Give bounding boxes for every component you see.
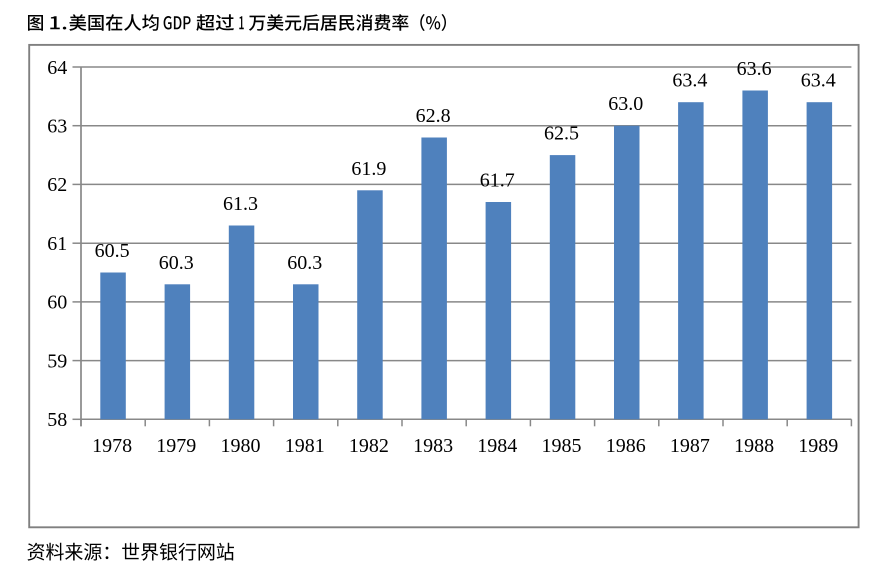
- svg-text:61.3: 61.3: [223, 193, 258, 215]
- svg-text:1989: 1989: [798, 435, 838, 457]
- svg-text:1984: 1984: [477, 435, 517, 457]
- svg-text:60.3: 60.3: [287, 252, 322, 274]
- svg-text:61.9: 61.9: [351, 158, 386, 180]
- svg-text:64: 64: [47, 57, 67, 79]
- svg-text:1987: 1987: [670, 435, 710, 457]
- svg-text:59: 59: [47, 350, 67, 372]
- svg-text:1978: 1978: [92, 435, 132, 457]
- svg-text:63.0: 63.0: [608, 93, 643, 115]
- svg-text:63.6: 63.6: [737, 58, 772, 80]
- svg-text:1983: 1983: [413, 435, 453, 457]
- svg-text:63.4: 63.4: [801, 70, 836, 92]
- svg-text:62: 62: [47, 174, 67, 196]
- svg-text:1981: 1981: [285, 435, 325, 457]
- svg-text:1986: 1986: [606, 435, 646, 457]
- svg-text:1982: 1982: [349, 435, 389, 457]
- svg-text:60.3: 60.3: [159, 252, 194, 274]
- svg-text:1979: 1979: [156, 435, 196, 457]
- svg-text:62.5: 62.5: [544, 123, 579, 145]
- svg-text:61.7: 61.7: [480, 170, 515, 192]
- svg-text:63: 63: [47, 116, 67, 138]
- svg-text:60: 60: [47, 292, 67, 314]
- svg-text:62.8: 62.8: [416, 105, 451, 127]
- svg-text:61: 61: [47, 233, 67, 255]
- svg-text:63.4: 63.4: [672, 70, 707, 92]
- svg-text:1980: 1980: [221, 435, 261, 457]
- svg-text:1985: 1985: [542, 435, 582, 457]
- svg-text:1988: 1988: [734, 435, 774, 457]
- svg-text:60.5: 60.5: [95, 240, 130, 262]
- svg-text:58: 58: [47, 409, 67, 431]
